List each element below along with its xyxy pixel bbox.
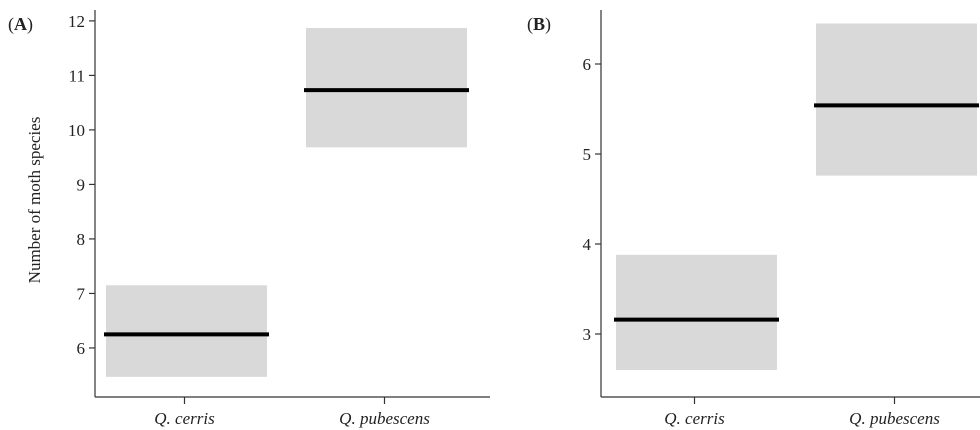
- y-tick-label-b-3: 3: [583, 325, 592, 344]
- y-tick-label-a-10: 10: [68, 121, 85, 140]
- x-tick-label-b-1: Q. cerris: [664, 409, 725, 428]
- x-tick-label-b-2: Q. pubescens: [849, 409, 940, 428]
- y-tick-label-a-7: 7: [77, 284, 86, 303]
- y-tick-label-a-6: 6: [77, 339, 86, 358]
- interval-band-a-2: [306, 27, 467, 148]
- y-tick-label-b-6: 6: [583, 55, 592, 74]
- panel-b-label: (B): [527, 14, 551, 35]
- panel-b: (B) 3 4 5 6 Q. cerris Q. pubescens: [527, 10, 980, 428]
- y-axis-title: Number of moth species: [25, 117, 44, 284]
- x-tick-label-a-1: Q. cerris: [154, 409, 215, 428]
- x-tick-label-a-2: Q. pubescens: [339, 409, 430, 428]
- plot-area-a: 6 7 8 9 10 11 12 Q. cerris Q. pubescens: [68, 10, 490, 428]
- y-tick-label-b-4: 4: [583, 235, 592, 254]
- y-tick-label-a-9: 9: [77, 175, 86, 194]
- y-tick-label-a-8: 8: [77, 230, 86, 249]
- plot-area-b: 3 4 5 6 Q. cerris Q. pubescens: [583, 10, 980, 428]
- y-tick-label-a-12: 12: [68, 12, 85, 31]
- y-tick-label-b-5: 5: [583, 145, 592, 164]
- interval-band-a-1: [106, 285, 267, 377]
- panel-a: (A) Number of moth species 6 7 8 9 10 11 12 Q. …: [8, 10, 490, 428]
- panel-a-label: (A): [8, 14, 33, 35]
- y-tick-label-a-11: 11: [69, 66, 85, 85]
- interval-band-b-2: [816, 23, 977, 176]
- interval-band-b-1: [616, 254, 777, 370]
